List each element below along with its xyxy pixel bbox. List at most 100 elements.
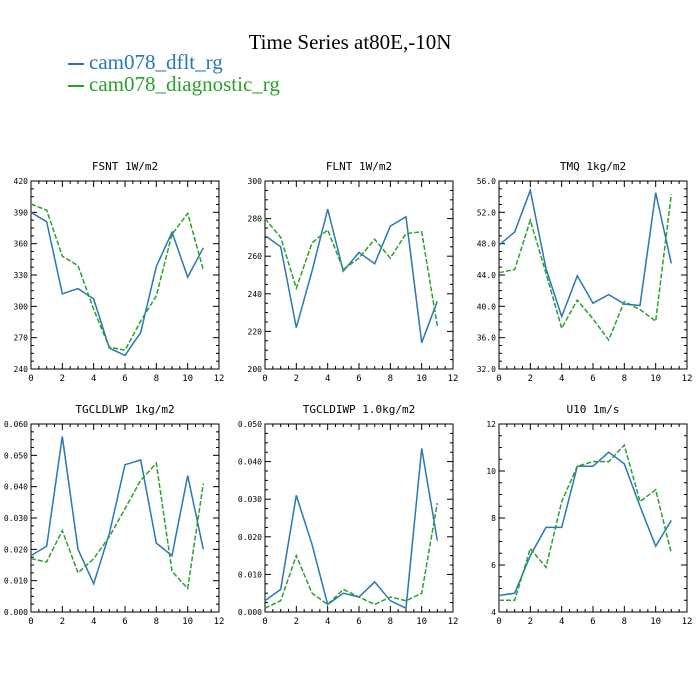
series-line-diagnostic bbox=[30, 461, 205, 591]
x-tick-label: 4 bbox=[91, 617, 96, 627]
y-tick-label: 0.020 bbox=[238, 533, 262, 542]
legend-label: cam078_diagnostic_rg bbox=[89, 72, 280, 96]
x-tick-label: 8 bbox=[622, 374, 627, 384]
x-tick-label: 4 bbox=[325, 617, 330, 627]
y-tick-label: 220 bbox=[248, 327, 263, 336]
legend-line-icon bbox=[68, 85, 84, 88]
y-tick-label: 0.010 bbox=[4, 577, 28, 586]
y-tick-label: 200 bbox=[248, 365, 263, 374]
x-tick-label: 12 bbox=[214, 617, 225, 627]
y-tick-label: 300 bbox=[14, 302, 29, 311]
chart-title: TGCLDIWP 1.0kg/m2 bbox=[303, 403, 416, 416]
series-line-diagnostic bbox=[30, 203, 205, 352]
y-tick-label: 48.0 bbox=[477, 240, 496, 249]
plot-frame bbox=[30, 180, 220, 370]
y-tick-label: 260 bbox=[248, 252, 263, 261]
y-tick-label: 0.050 bbox=[4, 451, 28, 460]
chart-title: FSNT 1W/m2 bbox=[92, 160, 158, 173]
chart-panel-u10: U10 1m/s 0 2 4 6 8 10 12 4 6 8 10 12 bbox=[486, 403, 692, 627]
x-tick-label: 2 bbox=[528, 617, 533, 627]
chart-panel-fsnt: FSNT 1W/m2 0 2 4 6 8 10 12 240 270 300 330 360 390 420 bbox=[14, 160, 225, 384]
chart-panel-tgcldiwp: TGCLDIWP 1.0kg/m2 0 2 4 6 8 10 12 0.000 0.010 0.02… bbox=[238, 403, 459, 627]
plot-frame bbox=[30, 423, 220, 613]
y-tick-label: 280 bbox=[248, 215, 263, 224]
x-tick-label: 10 bbox=[650, 374, 661, 384]
y-tick-label: 0.040 bbox=[4, 483, 28, 492]
plot-frame bbox=[498, 423, 688, 613]
x-tick-label: 0 bbox=[496, 374, 501, 384]
legend-label: cam078_dflt_rg bbox=[89, 50, 223, 74]
y-tick-label: 0.030 bbox=[4, 514, 28, 523]
y-tick-label: 300 bbox=[248, 177, 263, 186]
legend-entry-diagnostic: cam078_diagnostic_rg bbox=[68, 72, 280, 96]
chart-title: TGCLDLWP 1kg/m2 bbox=[75, 403, 174, 416]
y-tick-label: 52.0 bbox=[477, 208, 496, 217]
x-tick-label: 4 bbox=[91, 374, 96, 384]
y-tick-label: 6 bbox=[491, 561, 496, 570]
x-tick-label: 12 bbox=[448, 617, 459, 627]
x-tick-label: 6 bbox=[590, 617, 595, 627]
chart-panel-tmq: TMQ 1kg/m2 0 2 4 6 8 10 12 32.0 36.0 40.0 44.0 48.0 5… bbox=[477, 160, 693, 384]
y-tick-label: 0.010 bbox=[238, 570, 262, 579]
x-tick-label: 2 bbox=[294, 617, 299, 627]
figure-title: Time Series at80E,-10N bbox=[248, 30, 452, 54]
y-tick-label: 330 bbox=[14, 271, 29, 280]
x-tick-label: 6 bbox=[590, 374, 595, 384]
series-line-dflt bbox=[264, 209, 439, 343]
chart-title: U10 1m/s bbox=[567, 403, 620, 416]
y-tick-label: 56.0 bbox=[477, 177, 496, 186]
series-line-dflt bbox=[30, 211, 204, 357]
x-tick-label: 10 bbox=[182, 374, 193, 384]
x-tick-label: 0 bbox=[262, 617, 267, 627]
y-tick-label: 360 bbox=[14, 240, 29, 249]
y-tick-label: 4 bbox=[491, 608, 496, 617]
y-tick-label: 390 bbox=[14, 208, 29, 217]
x-tick-label: 10 bbox=[182, 617, 193, 627]
y-tick-label: 8 bbox=[491, 514, 496, 523]
x-tick-label: 6 bbox=[122, 617, 127, 627]
legend: cam078_dflt_rg cam078_diagnostic_rg bbox=[68, 50, 280, 96]
x-tick-label: 4 bbox=[559, 374, 564, 384]
x-tick-label: 8 bbox=[154, 617, 159, 627]
x-tick-label: 6 bbox=[122, 374, 127, 384]
y-tick-label: 0.040 bbox=[238, 458, 262, 467]
y-tick-label: 420 bbox=[14, 177, 29, 186]
x-tick-label: 6 bbox=[356, 374, 361, 384]
x-tick-label: 10 bbox=[650, 617, 661, 627]
y-tick-label: 32.0 bbox=[477, 365, 496, 374]
plot-frame bbox=[264, 180, 454, 370]
x-tick-label: 8 bbox=[622, 617, 627, 627]
x-tick-label: 2 bbox=[528, 374, 533, 384]
y-tick-label: 270 bbox=[14, 334, 29, 343]
series-line-dflt bbox=[498, 451, 672, 597]
x-tick-label: 12 bbox=[682, 374, 693, 384]
series-line-dflt bbox=[30, 436, 205, 586]
x-tick-label: 8 bbox=[154, 374, 159, 384]
y-tick-label: 40.0 bbox=[477, 302, 496, 311]
series-line-dflt bbox=[498, 187, 673, 319]
x-tick-label: 10 bbox=[416, 617, 427, 627]
y-tick-label: 240 bbox=[14, 365, 29, 374]
x-tick-label: 8 bbox=[388, 617, 393, 627]
series-line-diagnostic bbox=[264, 502, 439, 609]
x-tick-label: 6 bbox=[356, 617, 361, 627]
legend-entry-dflt: cam078_dflt_rg bbox=[68, 50, 280, 74]
series-line-dflt bbox=[264, 448, 439, 610]
x-tick-label: 12 bbox=[448, 374, 459, 384]
y-tick-label: 0.050 bbox=[238, 420, 262, 429]
legend-line-icon bbox=[68, 63, 84, 66]
y-tick-label: 0.060 bbox=[4, 420, 28, 429]
x-tick-label: 4 bbox=[325, 374, 330, 384]
chart-panel-tgcldlwp: TGCLDLWP 1kg/m2 0 2 4 6 8 10 12 0.000 0.010 0.020 0… bbox=[4, 403, 225, 627]
y-tick-label: 36.0 bbox=[477, 334, 496, 343]
y-tick-label: 0.000 bbox=[238, 608, 262, 617]
x-tick-label: 2 bbox=[60, 617, 65, 627]
y-tick-label: 0.000 bbox=[4, 608, 28, 617]
x-tick-label: 10 bbox=[416, 374, 427, 384]
x-tick-label: 0 bbox=[496, 617, 501, 627]
chart-title: TMQ 1kg/m2 bbox=[560, 160, 626, 173]
series-line-diagnostic bbox=[264, 218, 439, 326]
x-tick-label: 4 bbox=[559, 617, 564, 627]
chart-panel-flnt: FLNT 1W/m2 0 2 4 6 8 10 12 200 220 240 260 280 300 bbox=[248, 160, 459, 384]
